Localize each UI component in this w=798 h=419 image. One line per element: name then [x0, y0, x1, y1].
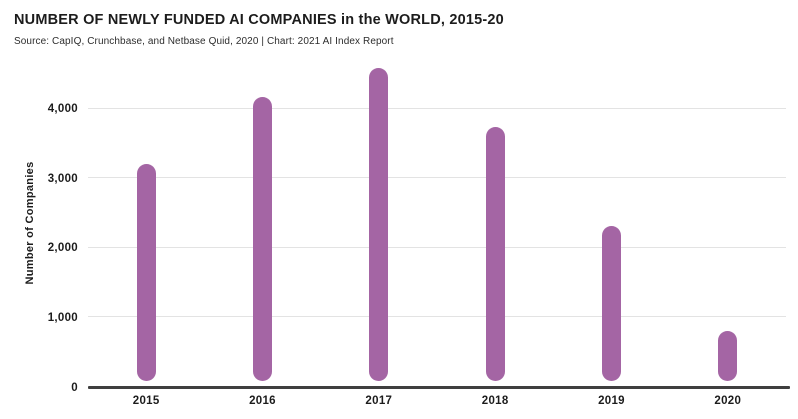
- x-tick-label-2017: 2017: [365, 395, 393, 407]
- x-tick-label-2018: 2018: [481, 395, 509, 407]
- y-tick-label: 1,000: [47, 311, 78, 324]
- bar-2015: [136, 164, 156, 381]
- chart-title: NUMBER OF NEWLY FUNDED AI COMPANIES in t…: [14, 12, 504, 28]
- y-tick-label: 0: [71, 381, 78, 394]
- bar-2019: [602, 225, 621, 381]
- bar-2016: [253, 96, 272, 381]
- x-axis-tick-labels: 2015 2016 2017 2018 2019 2020: [88, 395, 786, 407]
- y-tick-label: 2,000: [47, 242, 78, 255]
- y-tick-label: 3,000: [47, 172, 78, 185]
- bar-2017: [369, 67, 389, 381]
- gridline-1000: [88, 316, 786, 318]
- gridline-3000: [88, 177, 786, 179]
- x-tick-label-2020: 2020: [714, 395, 742, 407]
- y-tick-label: 4,000: [47, 103, 78, 116]
- bar-2020: [718, 331, 738, 381]
- x-tick-label-2016: 2016: [249, 395, 276, 407]
- plot-area: 0 1,000 2,000 3,000 4,000: [48, 60, 786, 394]
- bar-2018: [485, 126, 505, 381]
- x-axis-baseline: [88, 386, 790, 389]
- chart-source-caption: Source: CapIQ, Crunchbase, and Netbase Q…: [14, 36, 394, 47]
- x-tick-label-2015: 2015: [132, 395, 160, 407]
- gridline-4000: [88, 107, 786, 109]
- gridline-2000: [88, 246, 786, 248]
- x-tick-label-2019: 2019: [598, 395, 625, 407]
